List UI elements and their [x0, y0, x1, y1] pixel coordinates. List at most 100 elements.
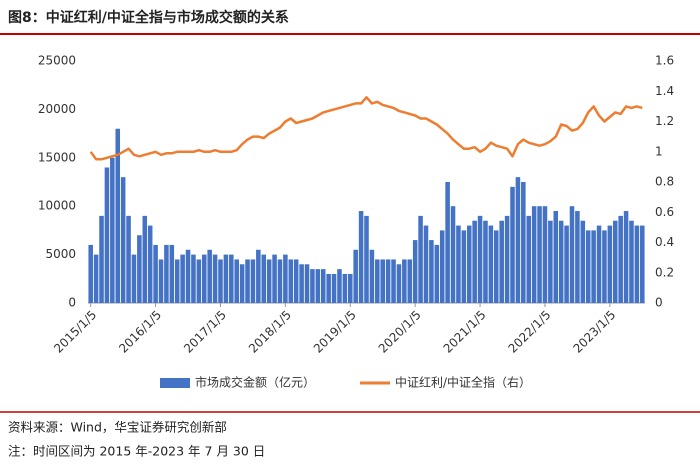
bar: [158, 259, 164, 303]
bar: [304, 264, 310, 303]
bar: [164, 244, 169, 303]
y2-tick-label: 1.4: [655, 84, 674, 98]
bar: [120, 177, 126, 303]
bar: [515, 177, 521, 303]
bar: [185, 249, 191, 303]
bar: [272, 254, 277, 303]
bar: [553, 211, 559, 303]
bar: [580, 220, 586, 303]
bar: [245, 259, 250, 303]
bar: [261, 254, 267, 303]
bar: [629, 220, 634, 303]
bar: [483, 220, 488, 303]
bar: [315, 269, 321, 303]
legend-label: 中证红利/中证全指（右）: [395, 375, 531, 390]
bar: [137, 235, 142, 303]
bar: [461, 230, 467, 303]
bar: [104, 167, 110, 303]
y2-tick-label: 0: [655, 296, 663, 310]
bar: [142, 215, 148, 303]
bar: [612, 220, 618, 303]
bar: [407, 259, 413, 303]
note: 注：时间区间为 2015 年-2023 年 7 月 30 日: [8, 444, 265, 459]
x-tick-label: 2023/1/5: [570, 308, 618, 356]
bar: [153, 244, 158, 303]
bar: [126, 215, 131, 303]
bar: [634, 225, 640, 303]
bar: [375, 259, 380, 303]
bar: [326, 273, 331, 303]
x-tick-label: 2015/1/5: [51, 308, 99, 356]
bar: [239, 264, 245, 303]
y2-tick-label: 1.2: [655, 114, 674, 128]
bar: [396, 264, 402, 303]
y-tick-label: 25000: [38, 54, 76, 68]
bar: [607, 225, 613, 303]
bar: [521, 182, 526, 303]
bar: [266, 259, 272, 303]
bar: [472, 220, 477, 303]
bar: [564, 225, 569, 303]
bar: [510, 186, 515, 303]
bar: [364, 215, 369, 303]
bar: [402, 259, 407, 303]
x-tick-label: 2019/1/5: [311, 308, 359, 356]
bar: [353, 249, 358, 303]
y-tick-label: 10000: [38, 199, 76, 213]
bar: [504, 215, 510, 303]
chart-title: 图8：中证红利/中证全指与市场成交额的关系: [8, 9, 289, 26]
bar: [596, 225, 602, 303]
bar: [542, 206, 548, 303]
legend-swatch: [160, 378, 190, 388]
bar: [618, 215, 623, 303]
bar: [88, 244, 93, 303]
bar: [229, 254, 234, 303]
bar: [174, 259, 180, 303]
bar: [391, 259, 396, 303]
x-tick-label: 2021/1/5: [441, 308, 489, 356]
bar: [234, 259, 239, 303]
bar: [456, 225, 461, 303]
bar: [299, 264, 304, 303]
source: 资料来源：Wind，华宝证券研究创新部: [8, 420, 227, 435]
bar: [358, 211, 364, 303]
bar: [623, 211, 629, 303]
bar: [499, 220, 504, 303]
bar: [585, 230, 591, 303]
bar: [591, 230, 596, 303]
bar: [115, 128, 121, 303]
bar: [331, 273, 337, 303]
x-tick-label: 2020/1/5: [376, 308, 424, 356]
bar: [310, 269, 315, 303]
y-tick-label: 0: [68, 296, 76, 310]
legend-label: 市场成交金额（亿元）: [195, 375, 315, 390]
x-tick-label: 2016/1/5: [116, 308, 164, 356]
bar: [99, 215, 104, 303]
bar: [293, 259, 299, 303]
bar: [537, 206, 542, 303]
bar: [434, 244, 440, 303]
bar: [169, 244, 175, 303]
bar: [283, 254, 288, 303]
x-tick-label: 2018/1/5: [246, 308, 294, 356]
bar: [180, 254, 185, 303]
bar: [201, 254, 207, 303]
bar: [445, 182, 450, 303]
bar: [466, 225, 472, 303]
y-tick-label: 5000: [45, 247, 76, 261]
y2-tick-label: 0.8: [655, 175, 674, 189]
y2-tick-label: 1: [655, 144, 663, 158]
bar: [548, 220, 553, 303]
bar: [423, 225, 429, 303]
y2-tick-label: 0.2: [655, 265, 674, 279]
bar: [196, 259, 202, 303]
line: [89, 96, 643, 161]
bar: [477, 215, 483, 303]
x-tick-label: 2017/1/5: [181, 308, 229, 356]
bar: [569, 206, 575, 303]
bar: [439, 230, 445, 303]
bar: [488, 225, 494, 303]
bar: [212, 254, 218, 303]
bar: [337, 269, 342, 303]
